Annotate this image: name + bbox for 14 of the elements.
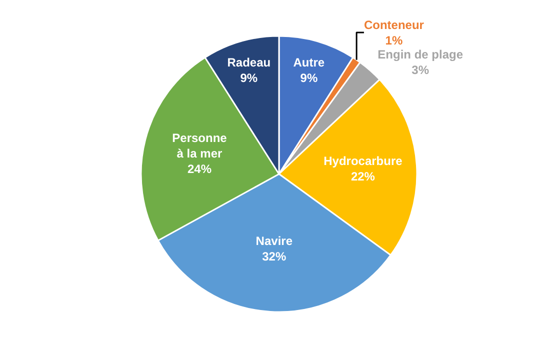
slice-label: Engin de plage [378,47,464,62]
slice-label: Personne à la mer [172,131,228,161]
data-label: 24% [187,162,212,176]
data-label: 22% [350,170,376,184]
slice-label: Conteneur [364,18,424,32]
data-label: 1% [385,33,403,48]
data-label: 32% [262,249,286,264]
slice-label: Radeau [227,56,271,70]
slice-label: Autre [293,56,325,70]
slice-label: Hydrocarbure [324,154,403,168]
slice-label: Navire [256,234,293,248]
data-label: 3% [412,62,430,77]
data-label: 9% [300,71,318,86]
data-label: 9% [240,71,258,86]
